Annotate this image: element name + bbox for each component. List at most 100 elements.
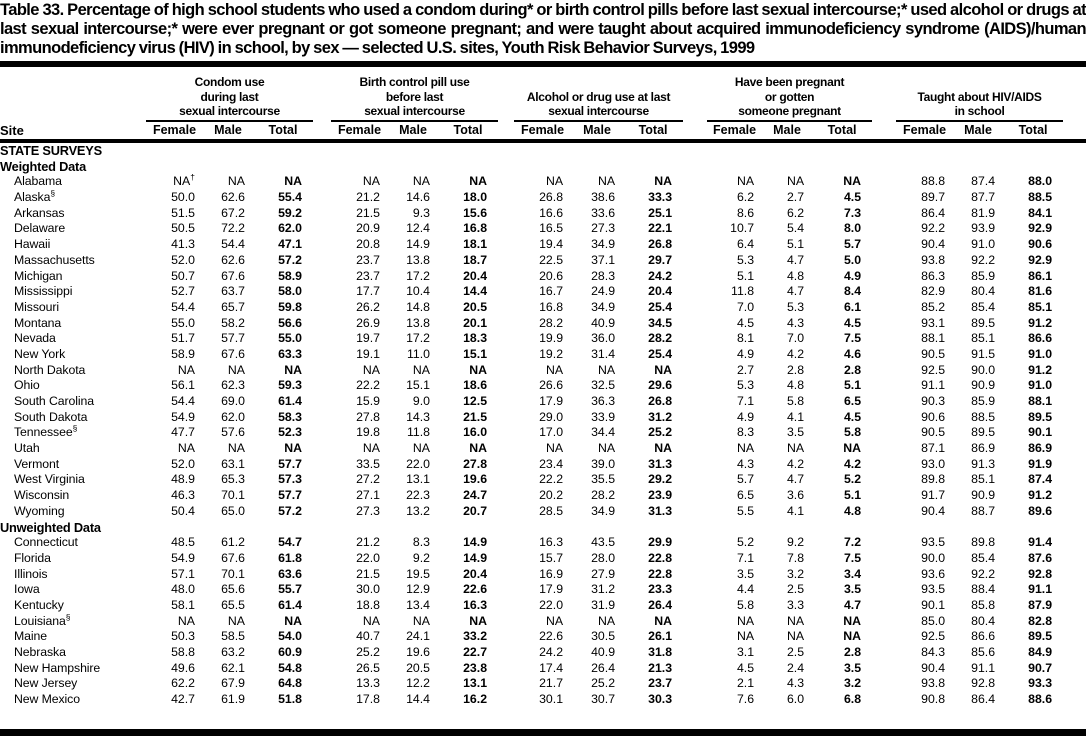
value-cell-male: 4.8 bbox=[786, 378, 805, 393]
value-cell-male: 34.9 bbox=[591, 299, 616, 314]
column-spacer bbox=[872, 472, 896, 488]
value-cell-male: 4.3 bbox=[786, 676, 805, 691]
value-cell-female: 25.2 bbox=[356, 645, 381, 659]
value-cell-total: 6.1 bbox=[843, 299, 862, 314]
column-spacer bbox=[872, 237, 896, 253]
value-cell-female: 33.5 bbox=[356, 456, 381, 471]
value-cell-total: 30.3 bbox=[648, 692, 673, 707]
value-cell-male: 91.3 bbox=[971, 456, 996, 471]
column-spacer bbox=[498, 347, 514, 363]
value-cell-female: 56.1 bbox=[171, 378, 195, 393]
value-cell-total: 58.9 bbox=[278, 268, 303, 283]
group-label-birth-control: Birth control pill use before last sexua… bbox=[359, 75, 470, 118]
value-cell-female: NA bbox=[736, 629, 755, 644]
value-cell-female: NA bbox=[736, 174, 755, 189]
value-cell-female: 6.2 bbox=[736, 190, 755, 205]
value-cell-total: 47.1 bbox=[278, 237, 303, 252]
value-cell-total: 91.1 bbox=[1028, 582, 1053, 597]
column-spacer bbox=[498, 237, 514, 253]
value-cell-male: 57.7 bbox=[221, 331, 245, 346]
value-cell-total: 3.5 bbox=[843, 660, 862, 675]
value-cell-male: 88.4 bbox=[971, 582, 996, 597]
value-cell-male: 30.5 bbox=[591, 629, 616, 644]
value-cell-female: 90.8 bbox=[921, 692, 946, 707]
value-cell-female: 5.8 bbox=[736, 597, 755, 612]
column-spacer bbox=[683, 410, 707, 426]
value-cell-female: 21.2 bbox=[356, 535, 381, 550]
column-spacer bbox=[313, 394, 331, 410]
value-cell-male: 85.6 bbox=[971, 645, 996, 659]
value-cell-female: 19.2 bbox=[539, 346, 564, 361]
value-cell-male: 4.2 bbox=[786, 456, 805, 471]
value-cell-male: 85.1 bbox=[971, 472, 996, 487]
site-name: Montana bbox=[14, 315, 62, 330]
value-cell-female: 22.0 bbox=[539, 597, 564, 612]
value-cell-total: 64.8 bbox=[278, 676, 303, 691]
value-cell-female: 90.1 bbox=[921, 597, 946, 612]
value-cell-male: 14.6 bbox=[406, 190, 431, 205]
value-cell-male: 43.5 bbox=[591, 535, 616, 550]
value-cell-male: 14.8 bbox=[406, 299, 431, 314]
column-spacer bbox=[498, 567, 514, 583]
column-spacer bbox=[683, 645, 707, 661]
value-cell-female: 4.9 bbox=[736, 409, 755, 424]
column-spacer bbox=[683, 378, 707, 394]
column-spacer bbox=[313, 347, 331, 363]
value-cell-male: 67.9 bbox=[221, 676, 245, 691]
value-cell-male: 62.6 bbox=[221, 252, 245, 267]
value-cell-male: 86.4 bbox=[971, 692, 996, 707]
column-spacer bbox=[872, 378, 896, 394]
value-cell-male: 2.4 bbox=[786, 660, 805, 675]
value-cell-female: 2.1 bbox=[736, 676, 755, 691]
value-cell-total: 86.1 bbox=[1028, 268, 1053, 283]
value-cell-male: 12.4 bbox=[406, 221, 431, 236]
column-spacer bbox=[498, 253, 514, 269]
site-name: Iowa bbox=[14, 582, 40, 597]
value-cell-female: 5.3 bbox=[736, 252, 755, 267]
value-cell-female: 86.3 bbox=[921, 268, 946, 283]
value-cell-female: 17.9 bbox=[539, 394, 564, 408]
value-cell-female: NA bbox=[362, 441, 381, 456]
column-spacer bbox=[498, 410, 514, 426]
value-cell-female: 19.9 bbox=[539, 331, 564, 346]
value-cell-male: 9.2 bbox=[786, 535, 805, 550]
value-cell-total: 55.0 bbox=[278, 331, 303, 346]
value-cell-total: 29.2 bbox=[648, 472, 673, 487]
value-cell-male: 7.8 bbox=[786, 550, 805, 565]
value-cell-male: 8.3 bbox=[412, 535, 431, 550]
value-cell-female: NA bbox=[177, 441, 195, 456]
site-name: Alabama bbox=[14, 174, 62, 189]
site-name: Illinois bbox=[14, 566, 48, 581]
value-cell-male: 34.9 bbox=[591, 237, 616, 252]
value-cell-total: 25.1 bbox=[648, 205, 673, 220]
value-cell-female: 26.6 bbox=[539, 378, 564, 393]
sub-header-female: Female bbox=[331, 121, 389, 143]
sub-header-male: Male bbox=[762, 121, 813, 143]
table-row: Florida 54.9 67.6 61.8 22.0 9.2 14.9 15.7 28.0 22… bbox=[0, 551, 1086, 567]
value-cell-male: 72.2 bbox=[221, 221, 245, 236]
value-cell-female: 28.2 bbox=[539, 315, 564, 330]
column-spacer bbox=[872, 614, 896, 630]
value-cell-female: 17.8 bbox=[356, 692, 381, 707]
column-spacer bbox=[1063, 363, 1086, 379]
value-cell-male: 28.3 bbox=[591, 268, 616, 283]
value-cell-female: 93.8 bbox=[921, 676, 946, 691]
value-cell-female: 21.2 bbox=[356, 190, 381, 205]
column-spacer bbox=[683, 237, 707, 253]
table-row: Delaware 50.5 72.2 62.0 20.9 12.4 16.8 16.5 27.3… bbox=[0, 221, 1086, 237]
value-cell-female: 2.7 bbox=[736, 362, 755, 377]
value-cell-female: 90.0 bbox=[921, 550, 946, 565]
table-row: New York 58.9 67.6 63.3 19.1 11.0 15.1 19.2 31.4… bbox=[0, 347, 1086, 363]
site-name: Hawaii bbox=[14, 237, 51, 252]
value-cell-female: 20.2 bbox=[539, 488, 564, 503]
value-cell-total: 87.4 bbox=[1028, 472, 1053, 487]
value-cell-male: 85.8 bbox=[971, 597, 996, 612]
value-cell-total: 8.4 bbox=[843, 284, 862, 299]
value-cell-male: 62.6 bbox=[221, 190, 245, 205]
value-cell-male: 2.7 bbox=[786, 190, 805, 205]
column-spacer bbox=[683, 535, 707, 551]
value-cell-total: 92.9 bbox=[1028, 252, 1053, 267]
value-cell-female: 23.7 bbox=[356, 268, 381, 283]
value-cell-total: 34.5 bbox=[648, 315, 673, 330]
